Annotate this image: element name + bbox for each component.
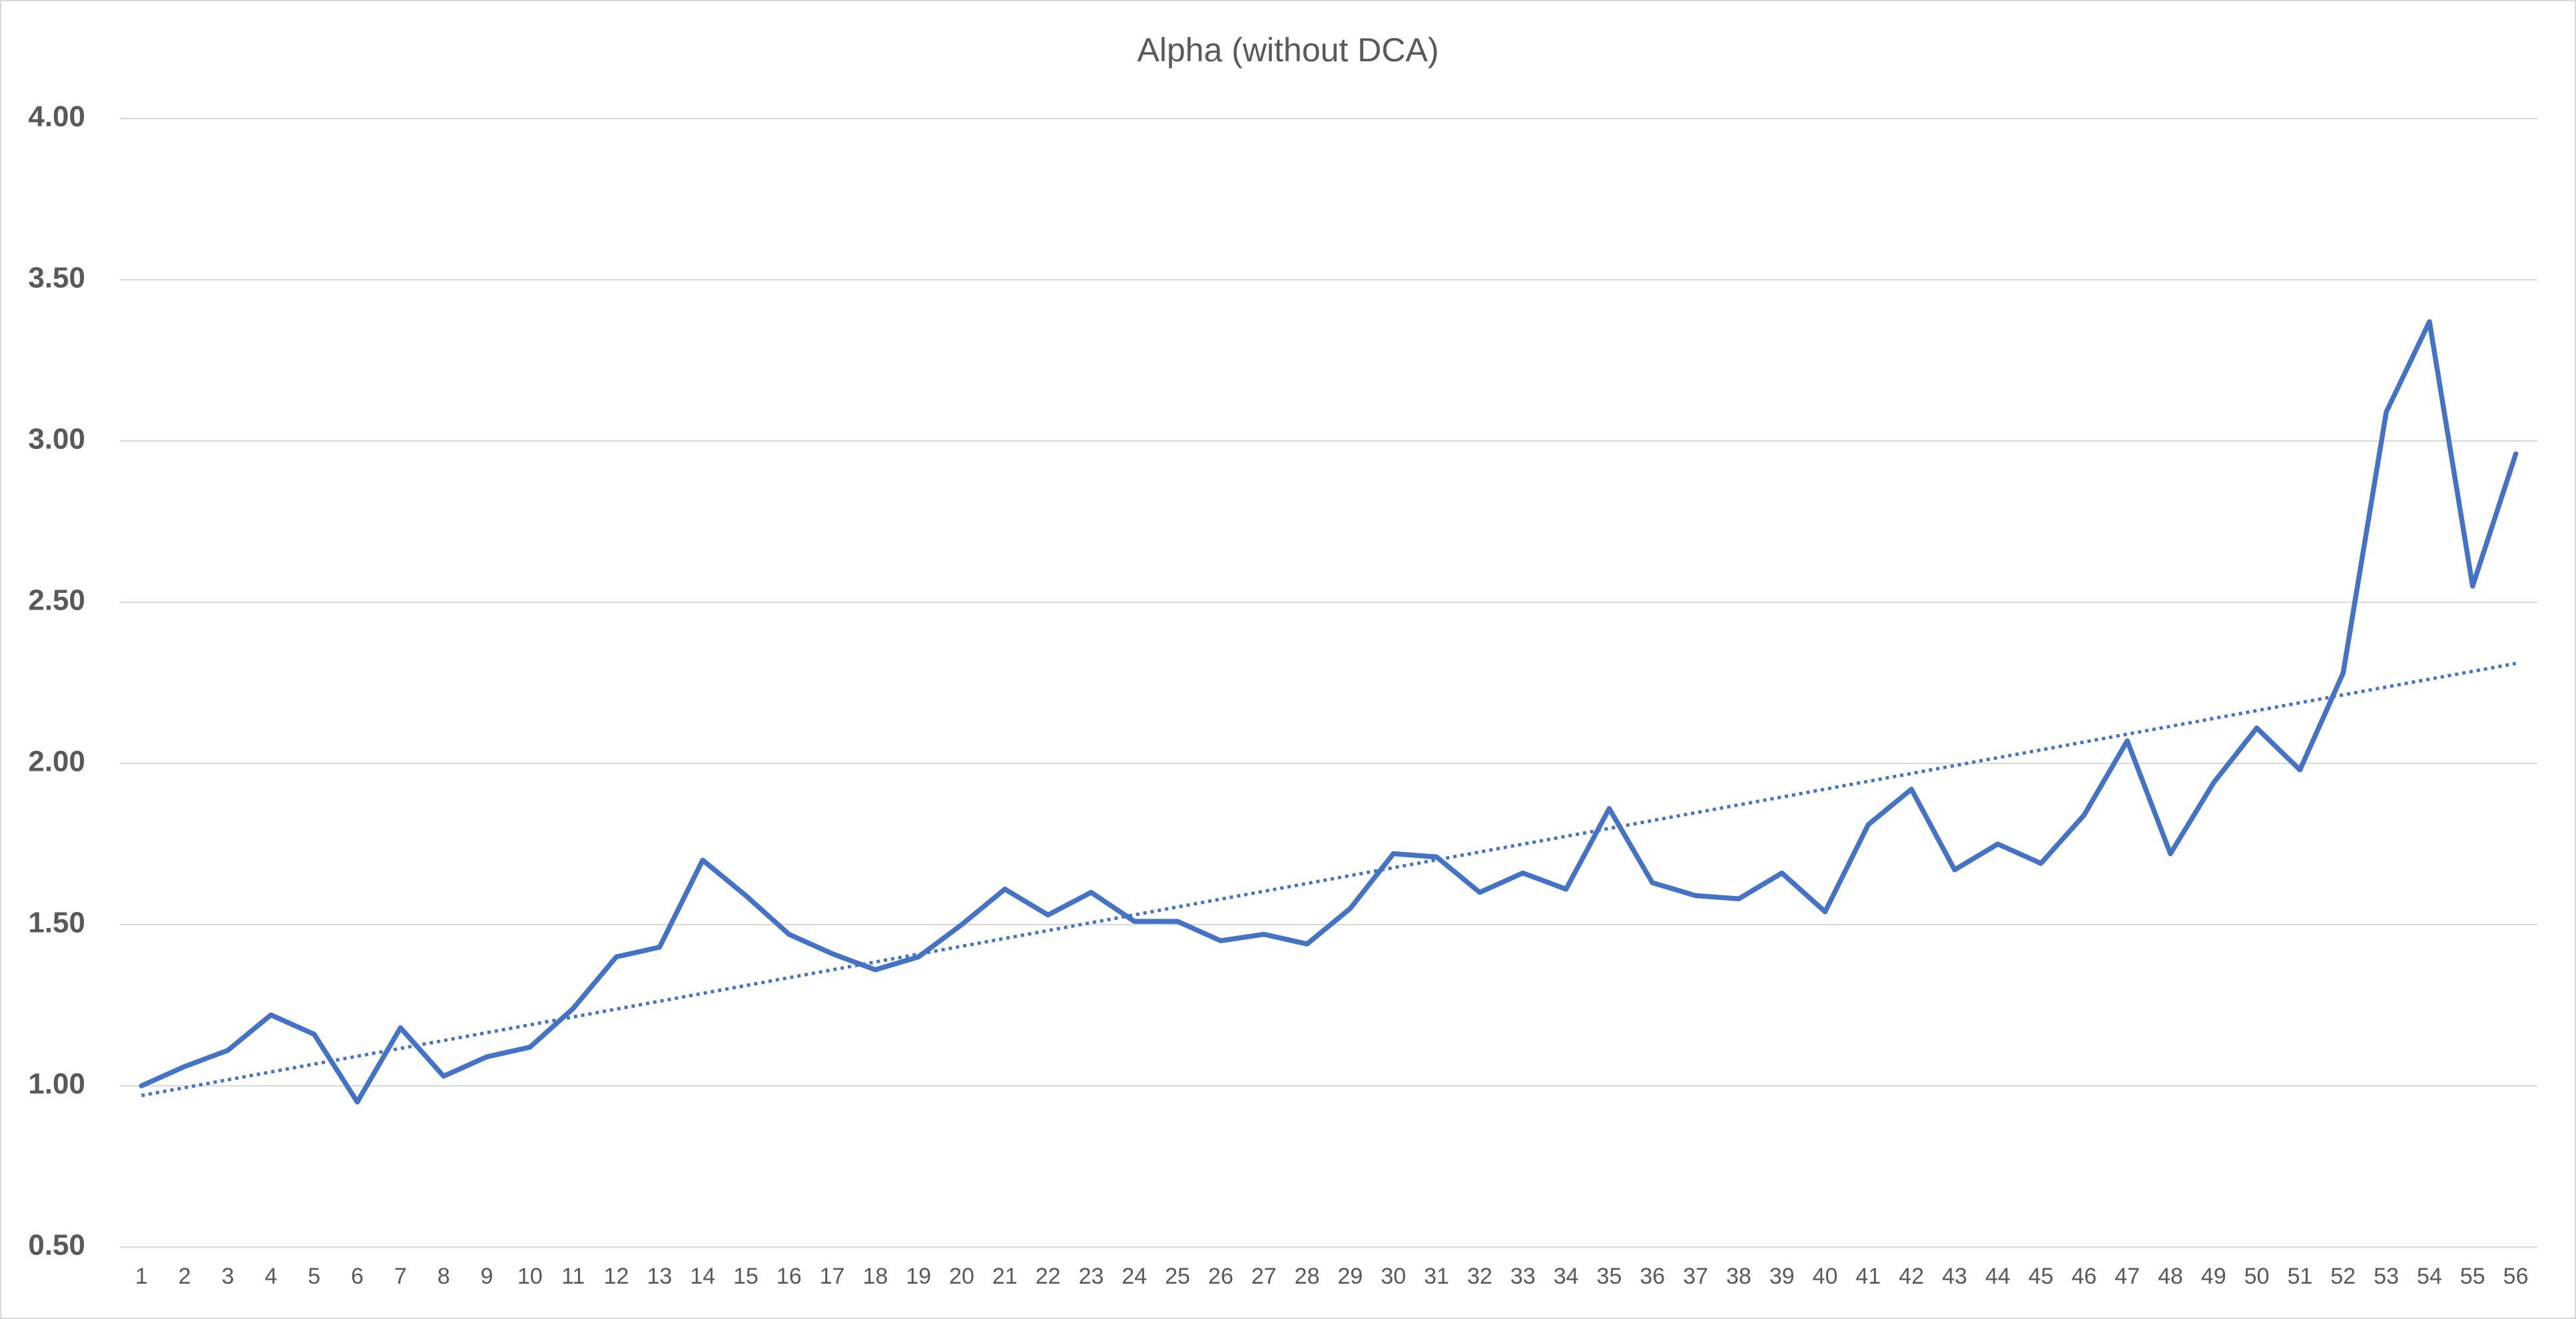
- x-tick-label: 2: [178, 1264, 191, 1289]
- x-tick-label: 39: [1770, 1264, 1795, 1289]
- x-tick-label: 24: [1122, 1264, 1147, 1289]
- x-tick-label: 49: [2201, 1264, 2226, 1289]
- y-tick-label: 2.50: [28, 584, 85, 617]
- x-tick-label: 5: [308, 1264, 320, 1289]
- x-tick-label: 30: [1381, 1264, 1406, 1289]
- x-tick-label: 26: [1208, 1264, 1233, 1289]
- x-tick-label: 36: [1640, 1264, 1665, 1289]
- x-tick-label: 9: [481, 1264, 493, 1289]
- x-tick-label: 37: [1683, 1264, 1708, 1289]
- x-tick-label: 52: [2330, 1264, 2356, 1289]
- y-tick-label: 4.00: [28, 101, 85, 133]
- y-tick-label: 2.00: [28, 745, 85, 778]
- y-tick-label: 0.50: [28, 1229, 85, 1262]
- x-tick-label: 38: [1726, 1264, 1752, 1289]
- x-tick-label: 41: [1855, 1264, 1881, 1289]
- x-tick-label: 13: [647, 1264, 672, 1289]
- x-tick-label: 31: [1424, 1264, 1449, 1289]
- x-tick-label: 40: [1813, 1264, 1838, 1289]
- x-tick-label: 23: [1079, 1264, 1104, 1289]
- x-tick-label: 4: [264, 1264, 277, 1289]
- x-tick-label: 46: [2071, 1264, 2096, 1289]
- x-tick-label: 18: [862, 1264, 888, 1289]
- x-tick-label: 33: [1510, 1264, 1536, 1289]
- x-tick-label: 27: [1251, 1264, 1277, 1289]
- x-tick-label: 35: [1596, 1264, 1622, 1289]
- x-tick-label: 45: [2029, 1264, 2054, 1289]
- x-tick-label: 29: [1337, 1264, 1363, 1289]
- x-tick-label: 21: [992, 1264, 1018, 1289]
- x-tick-label: 48: [2158, 1264, 2183, 1289]
- x-tick-label: 11: [561, 1264, 585, 1289]
- x-tick-label: 25: [1165, 1264, 1190, 1289]
- x-tick-label: 34: [1554, 1264, 1579, 1289]
- x-tick-label: 50: [2244, 1264, 2270, 1289]
- x-tick-label: 6: [351, 1264, 364, 1289]
- x-tick-label: 22: [1036, 1264, 1061, 1289]
- y-tick-label: 1.00: [28, 1068, 85, 1100]
- x-tick-label: 28: [1295, 1264, 1320, 1289]
- x-tick-label: 32: [1467, 1264, 1492, 1289]
- x-tick-label: 1: [135, 1264, 148, 1289]
- x-tick-label: 8: [438, 1264, 450, 1289]
- x-tick-label: 55: [2460, 1264, 2485, 1289]
- chart-title: Alpha (without DCA): [1137, 31, 1439, 69]
- x-tick-label: 10: [517, 1264, 543, 1289]
- x-tick-label: 7: [394, 1264, 407, 1289]
- x-tick-label: 20: [949, 1264, 974, 1289]
- y-tick-label: 1.50: [28, 907, 85, 939]
- x-tick-label: 19: [906, 1264, 931, 1289]
- x-tick-label: 44: [1985, 1264, 2011, 1289]
- x-tick-label: 3: [222, 1264, 234, 1289]
- x-tick-label: 56: [2503, 1264, 2529, 1289]
- x-tick-label: 17: [820, 1264, 845, 1289]
- x-tick-label: 47: [2114, 1264, 2140, 1289]
- x-tick-label: 14: [690, 1264, 715, 1289]
- x-tick-label: 16: [777, 1264, 802, 1289]
- x-tick-label: 15: [733, 1264, 759, 1289]
- y-tick-label: 3.50: [28, 262, 85, 294]
- x-tick-label: 12: [604, 1264, 629, 1289]
- series-line: [139, 319, 2519, 1104]
- y-tick-label: 3.00: [28, 423, 85, 456]
- x-tick-label: 42: [1899, 1264, 1924, 1289]
- x-tick-label: 43: [1942, 1264, 1967, 1289]
- x-tick-label: 51: [2288, 1264, 2313, 1289]
- x-tick-label: 54: [2417, 1264, 2442, 1289]
- x-tick-label: 53: [2374, 1264, 2399, 1289]
